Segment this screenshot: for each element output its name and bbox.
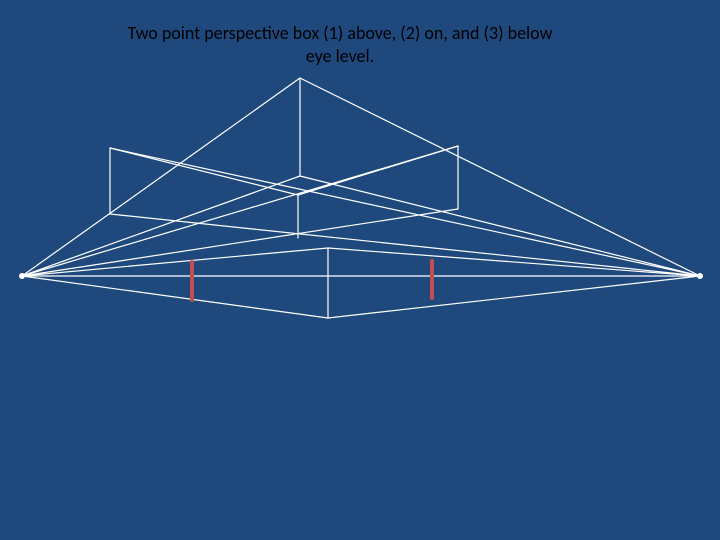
diagram-edge [298,146,458,195]
diagram-edge [110,148,298,195]
vanishing-point [697,273,703,279]
diagram-edge [110,214,700,276]
diagram-edge [22,276,328,318]
diagram-edge [328,276,700,318]
diagram-edge [300,78,700,276]
diagram-edge [22,209,458,276]
diagram-edge [22,176,300,276]
diagram-edge [22,78,300,276]
vanishing-point [19,273,25,279]
perspective-diagram [0,0,720,540]
